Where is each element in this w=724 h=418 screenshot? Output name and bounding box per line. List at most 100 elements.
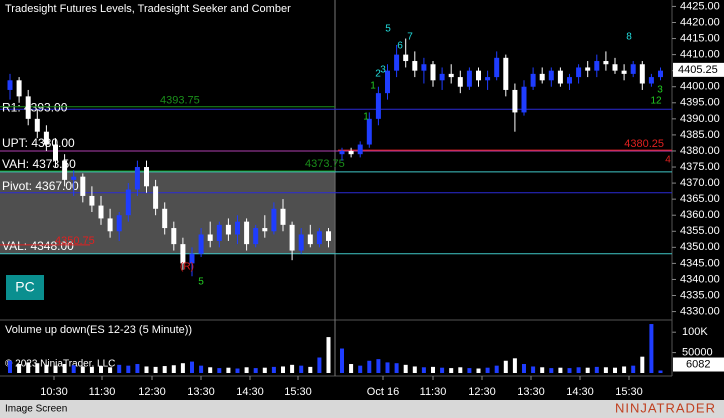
candle-body xyxy=(621,70,627,74)
x-tick-label: 14:30 xyxy=(566,386,594,398)
candle-body xyxy=(271,208,277,232)
x-tick-label: 14:30 xyxy=(236,386,264,398)
candle-body xyxy=(585,67,591,71)
candle-body xyxy=(594,61,600,71)
level-label: VAL: 4348.00 xyxy=(2,239,74,253)
last-price-box xyxy=(673,62,724,77)
volume-bar xyxy=(44,364,49,373)
candle-body xyxy=(289,224,295,251)
v-tick-label: 50000 xyxy=(682,347,713,359)
y-tick-label: 4385.00 xyxy=(680,129,720,141)
candle-body xyxy=(316,231,322,245)
candle-body xyxy=(253,228,259,245)
candle-body xyxy=(180,244,186,264)
x-tick-label: 13:30 xyxy=(517,386,545,398)
candle-body xyxy=(80,176,86,196)
volume-bar xyxy=(394,363,399,373)
candle-body xyxy=(466,70,472,87)
volume-bar xyxy=(613,367,617,373)
volume-bar xyxy=(449,368,454,373)
candle-body xyxy=(521,86,527,113)
candle-body xyxy=(630,64,636,74)
signal-label: 5 xyxy=(198,277,204,288)
volume-bar xyxy=(117,364,122,373)
candle-body xyxy=(476,70,481,81)
y-tick-label: 4335.00 xyxy=(680,289,720,301)
badge[interactable]: PC xyxy=(15,279,34,295)
candle-body xyxy=(439,73,445,81)
candle-body xyxy=(98,205,104,219)
y-tick-label: 4375.00 xyxy=(680,161,720,173)
volume-bar xyxy=(317,357,322,373)
footer: Image Screen xyxy=(5,404,67,415)
volume-bar xyxy=(135,364,140,373)
volume-bar xyxy=(126,365,131,373)
signal-label: 12 xyxy=(650,96,662,107)
candle-body xyxy=(339,150,345,155)
volume-bar xyxy=(99,366,103,373)
volume-bar xyxy=(440,367,445,373)
volume-bar xyxy=(576,367,581,373)
candle-body xyxy=(62,160,68,180)
value-area xyxy=(0,171,335,254)
volume-bar xyxy=(640,356,645,373)
candle-body xyxy=(648,77,654,84)
candle-body xyxy=(171,228,177,245)
last-volume-label: 6082 xyxy=(686,358,710,370)
candle-body xyxy=(567,77,572,84)
volume-bar xyxy=(199,365,204,373)
candle-body xyxy=(298,234,304,251)
volume-bar xyxy=(271,366,276,373)
candle-body xyxy=(162,208,168,229)
volume-bar xyxy=(17,364,22,373)
level-label: Pivot: 4367.00 xyxy=(2,179,79,193)
candle-body xyxy=(503,57,509,90)
signal-label: 6 xyxy=(397,41,403,52)
candle-body xyxy=(225,224,231,235)
candle-body xyxy=(639,64,645,84)
badge-box[interactable] xyxy=(6,275,44,300)
candle-body xyxy=(235,221,240,235)
volume-bar xyxy=(308,366,313,373)
y-tick-label: 4420.00 xyxy=(680,16,720,28)
volume-bar xyxy=(80,366,85,373)
volume-bar xyxy=(512,358,517,373)
x-tick-label: 11:30 xyxy=(420,386,447,398)
volume-bar xyxy=(62,364,67,373)
volume-bar xyxy=(153,366,158,373)
volume-bar xyxy=(649,324,654,373)
volume-bar xyxy=(326,337,331,373)
candle-body xyxy=(385,70,390,94)
volume-bar xyxy=(8,360,12,373)
volume-bar xyxy=(358,365,363,373)
candle-body xyxy=(394,54,400,71)
candle-body xyxy=(485,77,491,81)
candle-body xyxy=(89,195,95,206)
volume-bar xyxy=(108,367,113,373)
signal-label: 4 xyxy=(665,155,671,166)
candle-body xyxy=(116,215,122,232)
candle-body xyxy=(366,118,372,145)
volume-bar xyxy=(208,367,213,373)
volume-bar xyxy=(71,365,76,373)
volume-bar xyxy=(53,365,58,373)
y-tick-label: 4360.00 xyxy=(680,209,720,221)
y-tick-label: 4395.00 xyxy=(680,97,720,109)
volume-bar xyxy=(262,367,267,373)
candle-body xyxy=(430,64,436,81)
x-tick-label: 11:30 xyxy=(89,386,116,398)
volume-bar xyxy=(235,368,240,373)
candle-body xyxy=(403,54,409,62)
signal-label: 3 xyxy=(380,65,386,76)
signal-label: (R) xyxy=(180,262,194,273)
volume-bar xyxy=(421,367,426,373)
volume-bar xyxy=(631,365,636,373)
candle-body xyxy=(244,221,250,245)
volume-bar xyxy=(585,367,590,373)
signal-label: 7 xyxy=(407,32,413,43)
volume-bar xyxy=(244,367,249,373)
candle-body xyxy=(34,118,40,132)
candle-body xyxy=(153,186,159,209)
candle-body xyxy=(307,234,313,245)
